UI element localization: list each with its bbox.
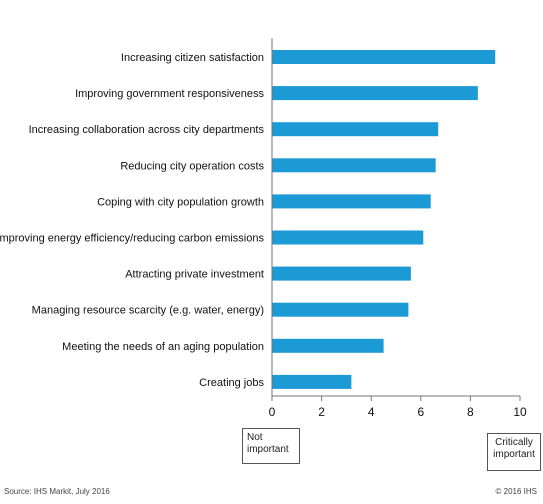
x-tick-label: 2 xyxy=(318,405,325,419)
x-axis: 0 2 4 6 8 10 xyxy=(269,38,527,419)
x-tick-label: 10 xyxy=(513,405,527,419)
category-label: Meeting the needs of an aging population xyxy=(62,341,264,353)
source-note: Source: IHS Markit, July 2016 xyxy=(4,487,110,496)
bar xyxy=(272,374,352,389)
bars-layer xyxy=(272,50,496,389)
x-tick-label: 4 xyxy=(368,405,375,419)
category-label: Coping with city population growth xyxy=(97,196,264,208)
bar xyxy=(272,122,439,137)
category-label: Reducing city operation costs xyxy=(120,160,264,172)
bar xyxy=(272,194,431,209)
bar xyxy=(272,338,384,353)
category-label: Increasing citizen satisfaction xyxy=(121,52,264,64)
bar xyxy=(272,266,411,281)
critically-important-label: Critically important xyxy=(487,433,541,471)
category-labels: Increasing citizen satisfaction Improving… xyxy=(0,52,265,389)
category-label: Attracting private investment xyxy=(125,269,264,281)
copyright-note: © 2016 IHS xyxy=(495,487,537,496)
bar xyxy=(272,50,496,64)
x-tick-label: 0 xyxy=(269,405,276,419)
category-label: Managing resource scarcity (e.g. water, … xyxy=(32,305,264,317)
bar xyxy=(272,86,478,101)
category-label: Creating jobs xyxy=(199,377,264,389)
category-label: Increasing collaboration across city dep… xyxy=(29,124,265,136)
category-label: Improving energy efficiency/reducing car… xyxy=(0,233,264,245)
x-tick-label: 8 xyxy=(467,405,474,419)
category-label: Improving government responsiveness xyxy=(75,88,264,100)
bar xyxy=(272,302,409,317)
bar xyxy=(272,158,436,173)
bar xyxy=(272,230,424,245)
not-important-label: Not important xyxy=(242,428,300,464)
x-tick-label: 6 xyxy=(417,405,424,419)
